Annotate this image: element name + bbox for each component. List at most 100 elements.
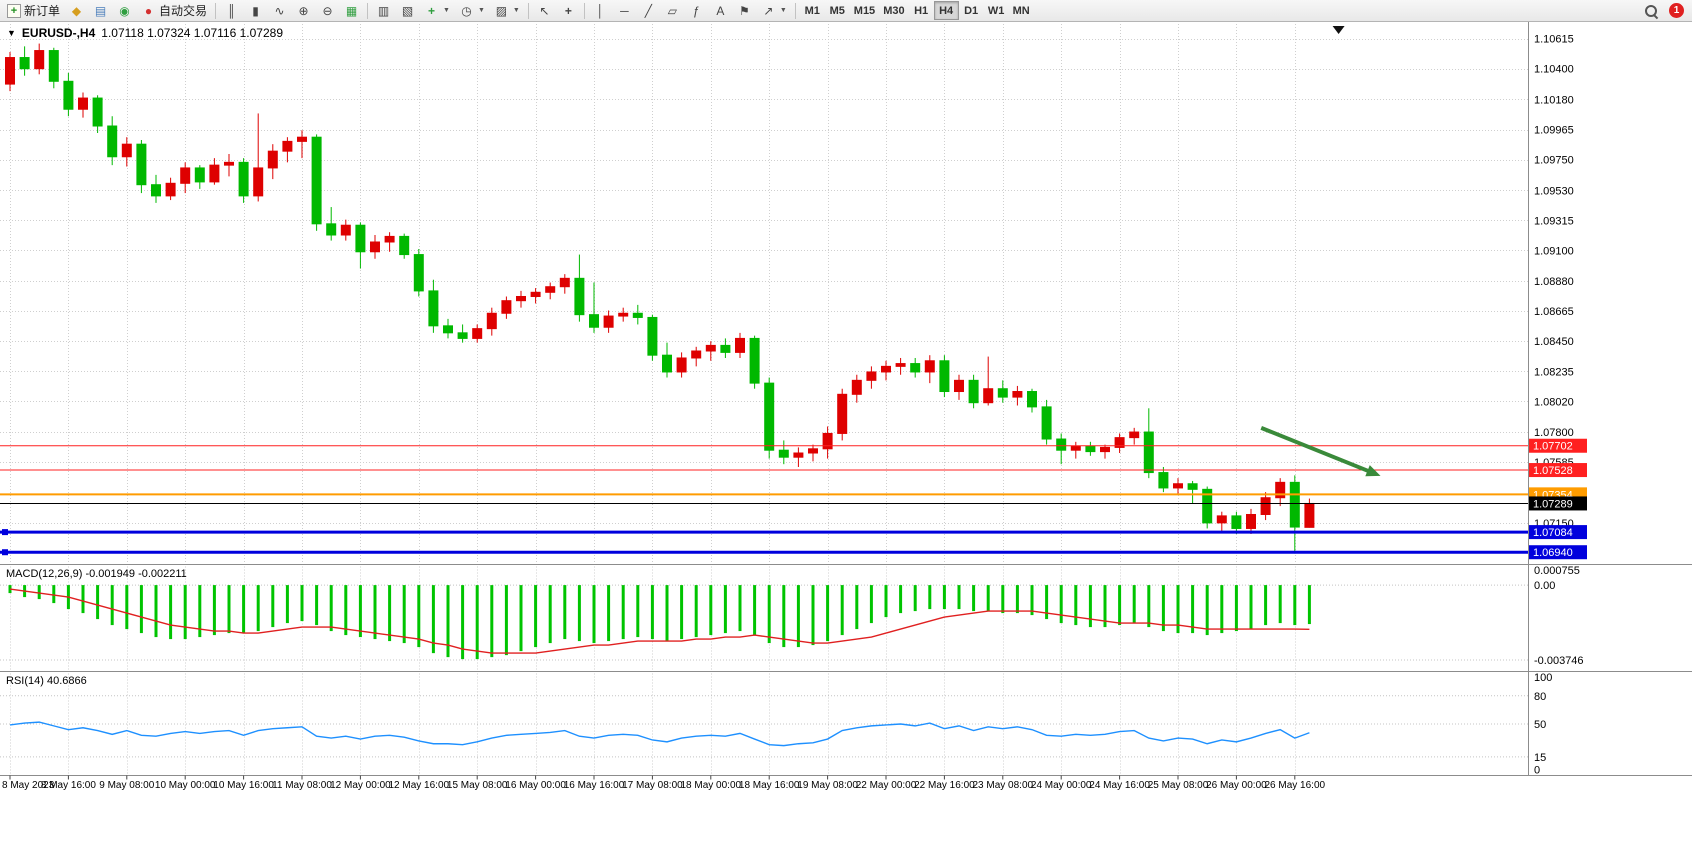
arrow-tool-icon: ↗ <box>763 3 774 18</box>
candle-body <box>822 432 833 450</box>
timeframe-button-m15[interactable]: M15 <box>850 1 879 20</box>
candle-body <box>1304 502 1315 528</box>
candle-body <box>1085 445 1096 453</box>
price-axis[interactable]: 1.10615 1.10400 1.10180 1.09965 1.09750 1.095… <box>1534 34 1574 530</box>
level-line-handle[interactable] <box>2 529 8 536</box>
arrows-tool-button[interactable]: ↗ ▼ <box>757 1 791 20</box>
profiles-button[interactable]: ◆ <box>65 1 88 20</box>
rsi-axis: 100 80 50 150 <box>1534 672 1552 777</box>
candle-body <box>267 150 278 169</box>
price-level-badge-1.07702: 1.07702 <box>1529 438 1587 453</box>
candle-body <box>589 314 599 328</box>
svg-text:1.08665: 1.08665 <box>1534 306 1574 318</box>
candle-body <box>662 354 672 373</box>
svg-text:18 May 00:00: 18 May 00:00 <box>680 780 741 791</box>
svg-text:10 May 00:00: 10 May 00:00 <box>155 780 216 791</box>
charts-cascade-button[interactable]: ▧ <box>396 1 419 20</box>
svg-text:1.09750: 1.09750 <box>1534 155 1574 167</box>
candle-body <box>165 182 176 197</box>
line-chart-button[interactable]: ∿ <box>268 1 291 20</box>
timeframe-button-m1[interactable]: M1 <box>800 1 825 20</box>
auto-trading-button[interactable]: ● 自动交易 <box>137 1 211 20</box>
svg-text:1.09315: 1.09315 <box>1534 215 1574 227</box>
timeframe-button-m30[interactable]: M30 <box>879 1 908 20</box>
channel-icon: ▱ <box>667 3 677 18</box>
toolbar-separator <box>215 2 217 19</box>
chart-window[interactable]: 1.10615 1.10400 1.10180 1.09965 1.09750 1.095… <box>0 22 1692 859</box>
dropdown-caret-icon: ▼ <box>512 7 520 14</box>
svg-text:1.07702: 1.07702 <box>1533 441 1573 453</box>
trend-arrow-annotation[interactable] <box>1260 425 1381 477</box>
candle-body <box>238 161 249 197</box>
templates-button[interactable]: ▨ ▼ <box>490 1 524 20</box>
candle-body <box>413 254 424 292</box>
crosshair-button[interactable]: + <box>557 1 580 20</box>
timeframe-button-d1[interactable]: D1 <box>959 1 984 20</box>
timeframe-button-h4[interactable]: H4 <box>933 1 959 20</box>
candlesticks[interactable] <box>5 43 1315 554</box>
candle-body <box>676 357 687 373</box>
candle-body <box>1041 406 1052 440</box>
charts-grid-button[interactable]: ▥ <box>372 1 395 20</box>
svg-text:12 May 00:00: 12 May 00:00 <box>330 780 391 791</box>
candle-body <box>1246 513 1256 529</box>
svg-text:15: 15 <box>1534 752 1546 764</box>
zoom-out-button[interactable]: ⊖ <box>316 1 339 20</box>
rsi-panel[interactable] <box>0 695 1528 758</box>
candle-body <box>370 241 380 253</box>
tile-windows-button[interactable]: ▦ <box>340 1 363 20</box>
candle-body <box>793 452 804 458</box>
chart-shift-marker-icon[interactable] <box>1332 26 1345 34</box>
candle-body <box>34 50 45 70</box>
svg-text:24 May 00:00: 24 May 00:00 <box>1031 780 1092 791</box>
level-line-handle[interactable] <box>2 549 8 556</box>
cursor-button[interactable]: ↖ <box>533 1 556 20</box>
candle-body <box>326 223 337 236</box>
svg-text:1.08450: 1.08450 <box>1534 336 1574 348</box>
candle-body <box>632 312 643 318</box>
timeframe-button-w1[interactable]: W1 <box>984 1 1009 20</box>
candle-body <box>48 50 59 82</box>
candle-body <box>1012 391 1023 398</box>
candle-body <box>92 97 103 127</box>
horizontal-line-button[interactable]: ─ <box>613 1 636 20</box>
market-watch-button[interactable]: ▤ <box>89 1 112 20</box>
price-level-badge-1.07528: 1.07528 <box>1529 463 1587 478</box>
label-tool-button[interactable]: ⚑ <box>733 1 756 20</box>
candlestick-chart-button[interactable]: ▮ <box>244 1 267 20</box>
chart-canvas[interactable]: 1.10615 1.10400 1.10180 1.09965 1.09750 1.095… <box>0 22 1692 859</box>
dropdown-caret-icon: ▼ <box>443 7 450 14</box>
horizontal-line-icon: ─ <box>620 3 629 18</box>
search-button[interactable] <box>1640 1 1662 20</box>
macd-panel[interactable] <box>0 584 1528 661</box>
candle-body <box>1260 497 1271 515</box>
candle-body <box>851 379 862 395</box>
candle-body <box>1027 391 1037 408</box>
bar-chart-button[interactable]: ║ <box>220 1 243 20</box>
text-tool-button[interactable]: A <box>709 1 732 20</box>
periods-button[interactable]: ◷ ▼ <box>455 1 489 20</box>
candle-body <box>910 363 921 373</box>
fibonacci-button[interactable]: ƒ <box>685 1 708 20</box>
trendline-button[interactable]: ╱ <box>637 1 660 20</box>
notification-badge[interactable]: 1 <box>1669 3 1684 18</box>
indicators-button[interactable]: + ▼ <box>420 1 454 20</box>
zoom-in-button[interactable]: ⊕ <box>292 1 315 20</box>
timeframe-group: M1 M5 M15 M30 H1 H4 D1 W1 MN <box>800 1 1034 20</box>
candle-body <box>545 286 556 293</box>
candle-body <box>968 379 979 404</box>
vertical-line-button[interactable]: │ <box>589 1 612 20</box>
navigator-button[interactable]: ◉ <box>113 1 136 20</box>
timeframe-button-mn[interactable]: MN <box>1009 1 1034 20</box>
candle-body <box>1187 483 1198 490</box>
candle-body <box>472 328 483 339</box>
line-chart-icon: ∿ <box>274 3 285 18</box>
candle-body <box>574 277 585 316</box>
svg-text:26 May 00:00: 26 May 00:00 <box>1206 780 1267 791</box>
channel-button[interactable]: ▱ <box>661 1 684 20</box>
timeframe-button-h1[interactable]: H1 <box>909 1 934 20</box>
timeframe-button-m5[interactable]: M5 <box>825 1 850 20</box>
svg-text:17 May 08:00: 17 May 08:00 <box>622 780 683 791</box>
new-order-button[interactable]: + 新订单 <box>3 1 64 20</box>
